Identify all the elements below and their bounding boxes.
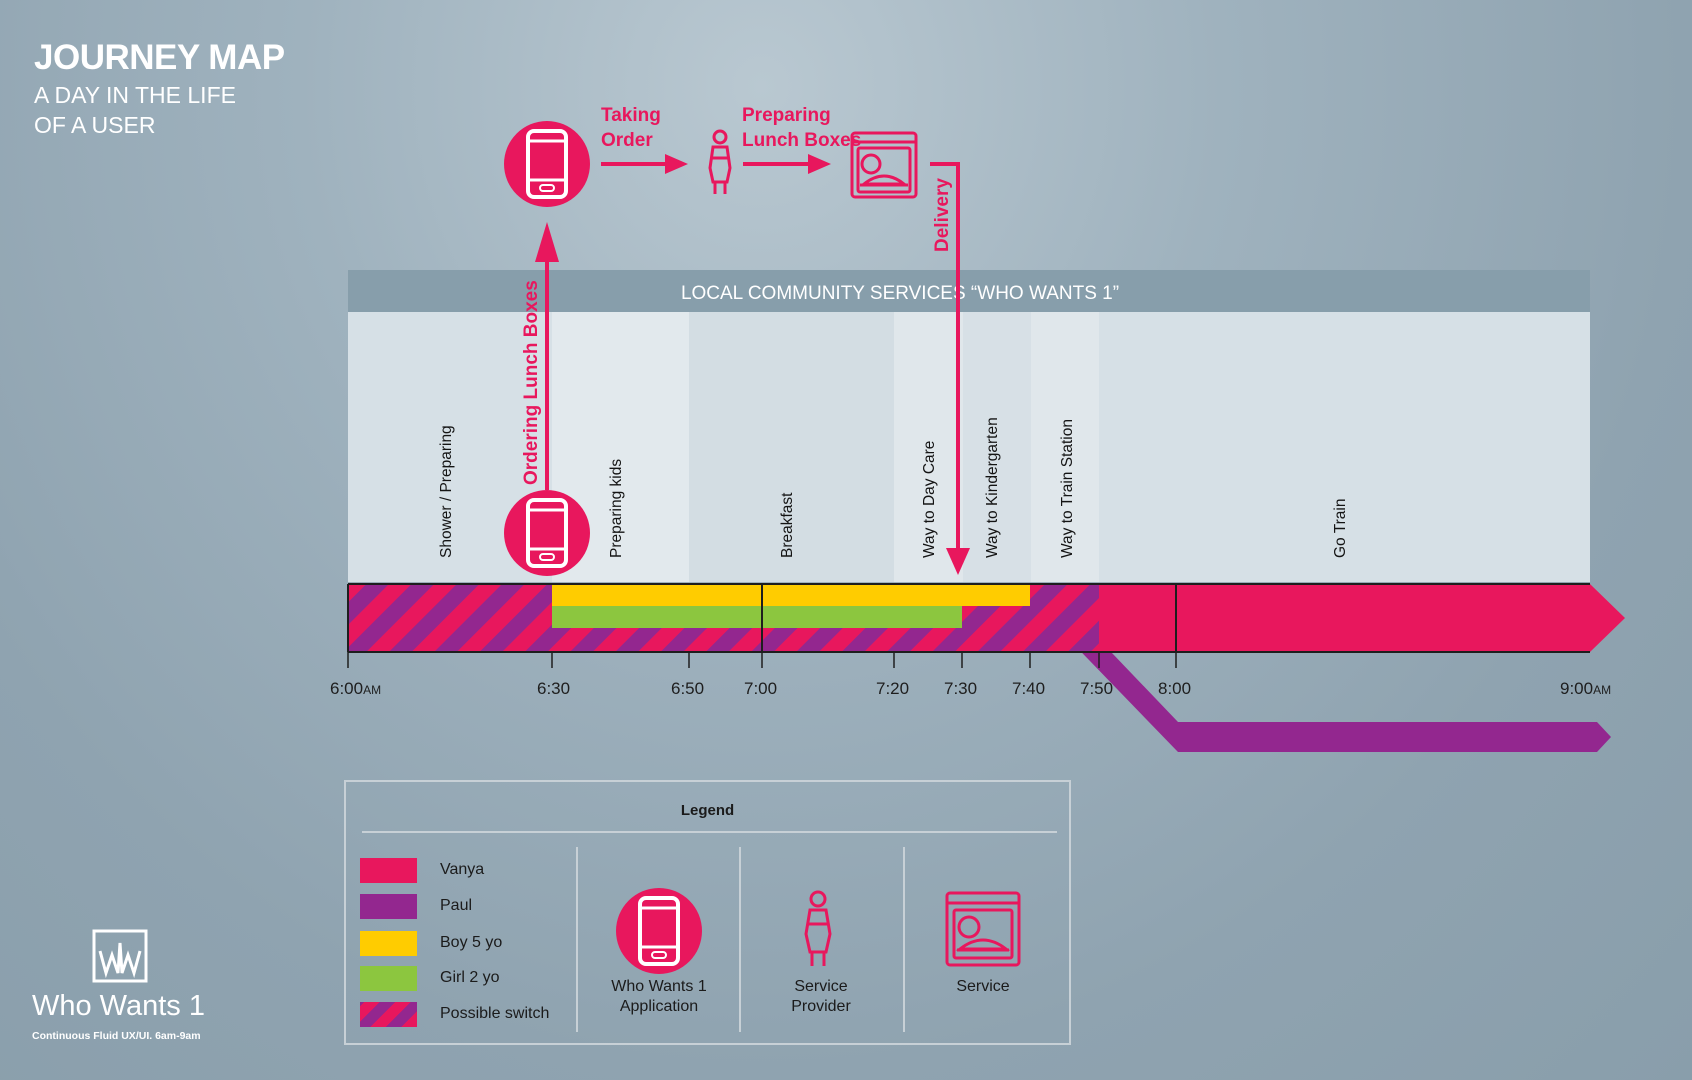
- legend-separator: [739, 847, 741, 1032]
- legend: Legend Vanya Paul Boy 5 yo Girl 2 yo Pos…: [344, 780, 1071, 1045]
- legend-label: Boy 5 yo: [440, 934, 503, 951]
- delivery-label: Delivery: [932, 178, 953, 252]
- legend-swatch: [360, 858, 417, 883]
- activity-column: [1099, 312, 1590, 582]
- activity-label-train-station: Way to Train Station: [1059, 419, 1076, 558]
- legend-icon-label-provider: Service Provider: [791, 978, 851, 1015]
- smartphone-icon: [616, 888, 702, 974]
- tick-label: 7:30: [944, 679, 977, 698]
- legend-divider: [362, 831, 1057, 833]
- boy-track: [552, 584, 1030, 606]
- tick-label: 7:40: [1012, 679, 1045, 698]
- legend-swatch: [360, 1002, 417, 1027]
- girl-track: [552, 606, 962, 628]
- lunchbox-icon: [945, 891, 1021, 967]
- activity-label-shower: Shower / Preparing: [438, 425, 455, 558]
- preparing-label-2: Lunch Boxes: [742, 130, 861, 151]
- tick-label: 7:00: [744, 679, 777, 698]
- tick-label: 8:00: [1158, 679, 1191, 698]
- legend-icon-label-app: Who Wants 1 Application: [611, 978, 707, 1015]
- legend-item-girl: Girl 2 yo: [360, 966, 560, 994]
- brand-tagline: Continuous Fluid UX/UI. 6am-9am: [32, 1030, 201, 1042]
- legend-separator: [576, 847, 578, 1032]
- subtitle-line-1: A DAY IN THE LIFE: [34, 82, 236, 108]
- taking-order-label-2: Order: [601, 130, 653, 151]
- timeline-ticks: [347, 652, 1177, 668]
- vanya-track: [1099, 584, 1625, 652]
- tick-label: 7:20: [876, 679, 909, 698]
- tick-label: 6:00AM: [330, 679, 381, 698]
- legend-swatch: [360, 931, 417, 956]
- activity-column: [963, 312, 1031, 582]
- services-band-label: LOCAL COMMUNITY SERVICES “WHO WANTS 1”: [681, 283, 1119, 304]
- brand-name: Who Wants 1: [32, 990, 205, 1022]
- smartphone-icon: [504, 121, 590, 207]
- tick-label: 7:50: [1080, 679, 1113, 698]
- preparing-label: Preparing: [742, 105, 831, 126]
- activity-column: [1031, 312, 1099, 582]
- brand-logo-icon: [92, 929, 148, 983]
- legend-swatch: [360, 966, 417, 991]
- activity-label-preparing-kids: Preparing kids: [608, 459, 625, 558]
- legend-swatch: [360, 894, 417, 919]
- ordering-label: Ordering Lunch Boxes: [521, 280, 542, 485]
- person-icon: [708, 129, 732, 194]
- legend-label: Possible switch: [440, 1005, 550, 1022]
- legend-separator: [903, 847, 905, 1032]
- activity-label-kindergarten: Way to Kindergarten: [984, 417, 1001, 558]
- legend-label: Vanya: [440, 861, 485, 878]
- page-title: JOURNEY MAP: [34, 38, 285, 77]
- legend-item-paul: Paul: [360, 894, 560, 922]
- activity-label-breakfast: Breakfast: [779, 492, 796, 558]
- person-icon: [804, 890, 832, 966]
- paul-track: [1060, 630, 1611, 752]
- subtitle-line-2: OF A USER: [34, 112, 156, 138]
- legend-item-possible-switch: Possible switch: [360, 1002, 560, 1030]
- lunchbox-icon: [850, 131, 918, 199]
- smartphone-icon: [504, 490, 590, 576]
- legend-title: Legend: [680, 802, 735, 819]
- activity-label-go-train: Go Train: [1332, 499, 1349, 558]
- legend-item-boy: Boy 5 yo: [360, 931, 560, 959]
- services-band-header: [348, 270, 1590, 312]
- page-subtitle: A DAY IN THE LIFE OF A USER: [34, 80, 274, 140]
- tick-label: 9:00AM: [1560, 679, 1611, 698]
- activity-label-day-care: Way to Day Care: [921, 441, 938, 558]
- legend-item-vanya: Vanya: [360, 858, 560, 886]
- delivery-arrow: [930, 162, 960, 560]
- taking-order-label: Taking: [601, 105, 661, 126]
- activity-column: [894, 312, 963, 582]
- activity-column: [689, 312, 894, 582]
- switch-track-early: [348, 584, 552, 652]
- legend-label: Girl 2 yo: [440, 969, 500, 986]
- timeline-bar: [347, 583, 1625, 752]
- ordering-arrowhead: [535, 222, 559, 262]
- legend-label: Paul: [440, 897, 473, 914]
- tick-label: 6:30: [537, 679, 570, 698]
- tick-label: 6:50: [671, 679, 704, 698]
- legend-icon-label-service: Service: [956, 978, 1010, 995]
